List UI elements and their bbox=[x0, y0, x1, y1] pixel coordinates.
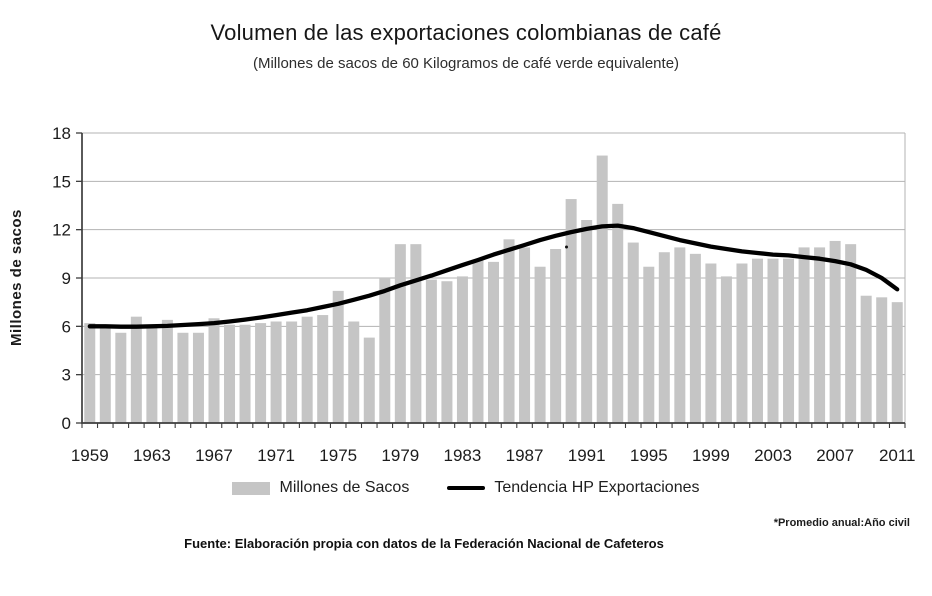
bar-1990 bbox=[565, 199, 577, 423]
x-tick-label-1983: 1983 bbox=[444, 446, 482, 465]
bar-2004 bbox=[783, 258, 795, 423]
source-text: Fuente: Elaboración propia con datos de … bbox=[184, 536, 664, 551]
bar-2011 bbox=[891, 302, 903, 423]
bar-1973 bbox=[301, 316, 313, 423]
bar-1959 bbox=[84, 323, 96, 423]
x-tick-label-2007: 2007 bbox=[816, 446, 854, 465]
bar-1971 bbox=[270, 321, 282, 423]
bar-1979 bbox=[394, 244, 406, 423]
bar-1989 bbox=[550, 249, 562, 423]
y-tick-label-12: 12 bbox=[52, 221, 71, 240]
x-tick-label-1999: 1999 bbox=[692, 446, 730, 465]
chart-subtitle: (Millones de sacos de 60 Kilogramos de c… bbox=[252, 55, 680, 72]
x-tick-label-1959: 1959 bbox=[71, 446, 109, 465]
bar-2000 bbox=[720, 276, 732, 423]
bar-2002 bbox=[751, 258, 763, 423]
bar-1963 bbox=[146, 326, 158, 423]
bar-1969 bbox=[239, 324, 251, 423]
bar-2007 bbox=[829, 240, 841, 423]
bar-1986 bbox=[503, 239, 515, 423]
bar-1975 bbox=[332, 290, 344, 423]
bar-2005 bbox=[798, 247, 810, 423]
bar-1992 bbox=[596, 155, 608, 424]
x-tick-label-2011: 2011 bbox=[879, 446, 916, 465]
bar-1996 bbox=[658, 252, 670, 423]
bar-1994 bbox=[627, 242, 639, 423]
bar-1987 bbox=[519, 247, 531, 423]
stray-mark bbox=[565, 245, 568, 249]
bar-1976 bbox=[348, 321, 360, 423]
x-tick-label-1995: 1995 bbox=[630, 446, 668, 465]
bar-2009 bbox=[860, 295, 872, 423]
bar-1960 bbox=[99, 327, 111, 423]
bar-1972 bbox=[286, 321, 298, 423]
bar-swatch-icon bbox=[232, 481, 271, 495]
y-tick-label-18: 18 bbox=[52, 124, 71, 143]
bar-1998 bbox=[689, 253, 701, 423]
bar-2003 bbox=[767, 258, 779, 423]
bar-1977 bbox=[363, 337, 375, 423]
x-tick-label-1979: 1979 bbox=[381, 446, 419, 465]
x-tick-label-1967: 1967 bbox=[195, 446, 233, 465]
bar-1962 bbox=[130, 316, 142, 423]
x-tick-label-1991: 1991 bbox=[568, 446, 606, 465]
legend-label-trend: Tendencia HP Exportaciones bbox=[494, 479, 700, 496]
y-tick-label-6: 6 bbox=[62, 317, 71, 336]
bar-1974 bbox=[317, 315, 329, 423]
bar-1988 bbox=[534, 266, 546, 423]
legend-item-bars: Millones de Sacos bbox=[232, 479, 409, 497]
chart-legend: Millones de Sacos Tendencia HP Exportaci… bbox=[0, 479, 932, 497]
y-tick-label-0: 0 bbox=[62, 414, 71, 433]
bar-1991 bbox=[581, 220, 593, 423]
bar-1982 bbox=[441, 281, 453, 423]
bar-1964 bbox=[161, 319, 173, 423]
chart-canvas: 0 3 6 9 12 15 18 1959 1963 1967 1971 1975 1979 1983 19… bbox=[52, 124, 916, 465]
bar-2001 bbox=[736, 263, 748, 423]
bar-1981 bbox=[425, 279, 437, 423]
bar-1999 bbox=[705, 263, 717, 423]
legend-label-bars: Millones de Sacos bbox=[279, 479, 410, 496]
bar-2008 bbox=[845, 244, 857, 423]
bar-1966 bbox=[192, 332, 204, 423]
bar-1967 bbox=[208, 318, 220, 423]
trend-line-swatch-icon bbox=[447, 486, 486, 490]
bar-1968 bbox=[224, 324, 236, 423]
bar-1997 bbox=[674, 247, 686, 423]
bar-1984 bbox=[472, 260, 484, 423]
y-tick-label-15: 15 bbox=[52, 172, 71, 191]
x-tick-label-1963: 1963 bbox=[133, 446, 171, 465]
bar-1970 bbox=[255, 323, 267, 423]
bar-1985 bbox=[488, 261, 499, 423]
bar-2010 bbox=[876, 297, 888, 423]
bar-1965 bbox=[177, 332, 189, 423]
bar-1978 bbox=[379, 278, 391, 423]
x-tick-label-1975: 1975 bbox=[319, 446, 357, 465]
x-tick-label-2003: 2003 bbox=[754, 446, 792, 465]
footnote: *Promedio anual:Año civil bbox=[773, 517, 910, 529]
chart-title: Volumen de las exportaciones colombianas… bbox=[210, 20, 722, 45]
bar-2006 bbox=[814, 247, 826, 423]
bar-1980 bbox=[410, 244, 422, 423]
x-tick-label-1971: 1971 bbox=[257, 446, 295, 465]
y-tick-label-9: 9 bbox=[62, 269, 71, 288]
bar-1983 bbox=[456, 276, 468, 423]
legend-item-trend: Tendencia HP Exportaciones bbox=[447, 479, 700, 497]
bar-1993 bbox=[612, 203, 624, 423]
x-tick-label-1987: 1987 bbox=[506, 446, 544, 465]
hp-trend-line bbox=[87, 223, 900, 329]
bar-1995 bbox=[643, 266, 655, 423]
y-tick-label-3: 3 bbox=[62, 366, 71, 385]
bar-1961 bbox=[115, 332, 127, 423]
